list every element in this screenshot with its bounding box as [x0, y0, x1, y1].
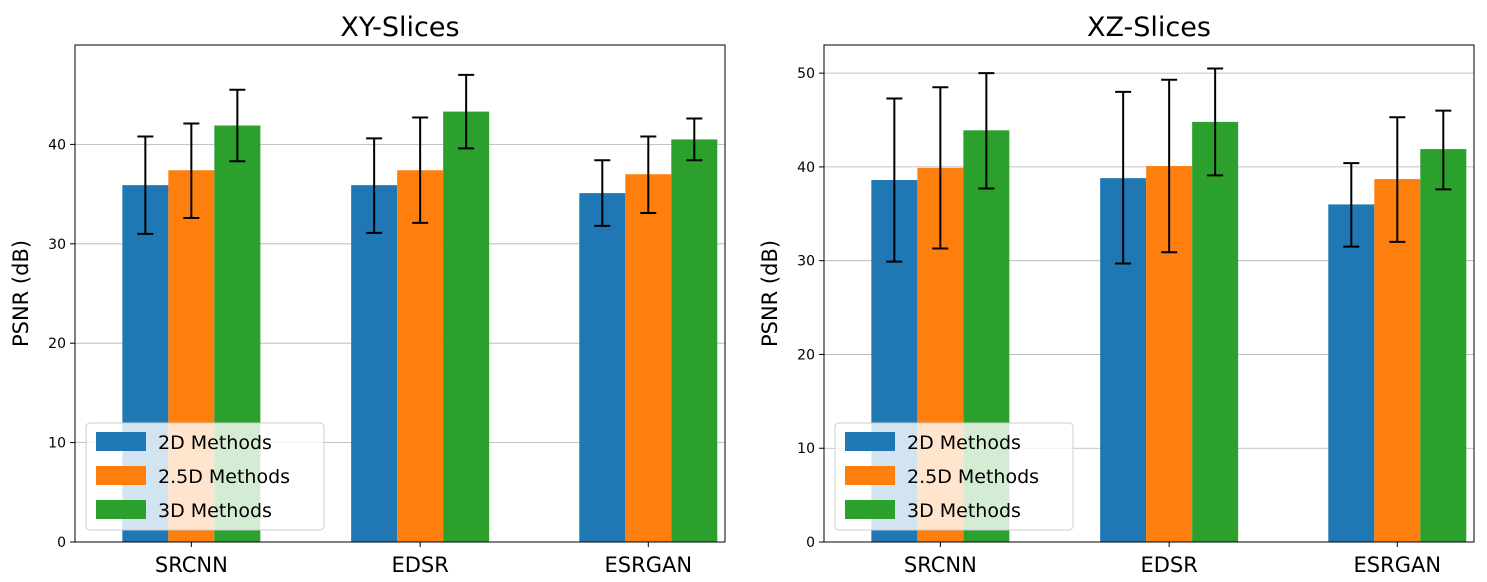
panel2-legend-label: 2.5D Methods: [907, 466, 1039, 488]
panel2-legend-label: 3D Methods: [907, 500, 1021, 522]
panel1-ytick-label: 20: [48, 336, 66, 352]
panel1-bar: [351, 185, 398, 543]
panel1-legend-swatch: [96, 432, 146, 451]
panel2-legend-swatch: [845, 466, 895, 485]
panel1-ytick-label: 40: [48, 137, 66, 153]
panel2-xtick-label: EDSR: [1140, 553, 1197, 577]
panel2-bar: [1328, 204, 1375, 542]
panel1-legend-swatch: [96, 500, 146, 519]
panel1-legend-label: 2D Methods: [158, 432, 272, 454]
panel1-title: XY-Slices: [340, 12, 459, 43]
panel1-legend-label: 2.5D Methods: [158, 466, 290, 488]
panel1-xtick-label: EDSR: [391, 553, 448, 577]
panel2-bar: [1420, 149, 1467, 542]
panel2-ylabel: PSNR (dB): [758, 240, 782, 347]
panel1-legend-swatch: [96, 466, 146, 485]
panel1-bar: [671, 139, 718, 542]
panel1-bar: [579, 193, 626, 542]
panel2-xtick-label: SRCNN: [904, 553, 977, 577]
panel2-bar: [1192, 121, 1239, 542]
panel2-legend-swatch: [845, 432, 895, 451]
panel1-legend-label: 3D Methods: [158, 500, 272, 522]
panel2-xtick-label: ESRGAN: [1354, 553, 1442, 577]
panel1-ylabel: PSNR (dB): [9, 240, 33, 347]
panel1-xtick-label: SRCNN: [155, 553, 228, 577]
panel1-xtick-label: ESRGAN: [605, 553, 693, 577]
panel1-bar: [397, 170, 444, 542]
panel1-ytick-label: 10: [48, 436, 66, 452]
panel2-ytick-label: 40: [797, 160, 815, 176]
panel1-ytick-label: 30: [48, 237, 66, 253]
panel2-ytick-label: 0: [806, 535, 815, 551]
panel2-legend-swatch: [845, 500, 895, 519]
panel1-axes-frame: [74, 44, 726, 543]
panel2-ytick-label: 10: [797, 441, 815, 457]
panel2-axes-frame: [823, 44, 1475, 543]
panel2-title: XZ-Slices: [1087, 12, 1211, 43]
panel2-ytick-label: 20: [797, 347, 815, 363]
panel1-ytick-label: 0: [57, 535, 66, 551]
panel2-ytick-label: 30: [797, 254, 815, 270]
panel1-bar: [443, 111, 490, 543]
panel2-ytick-label: 50: [797, 66, 815, 82]
panel1-bar: [625, 174, 672, 542]
panel2-legend-label: 2D Methods: [907, 432, 1021, 454]
